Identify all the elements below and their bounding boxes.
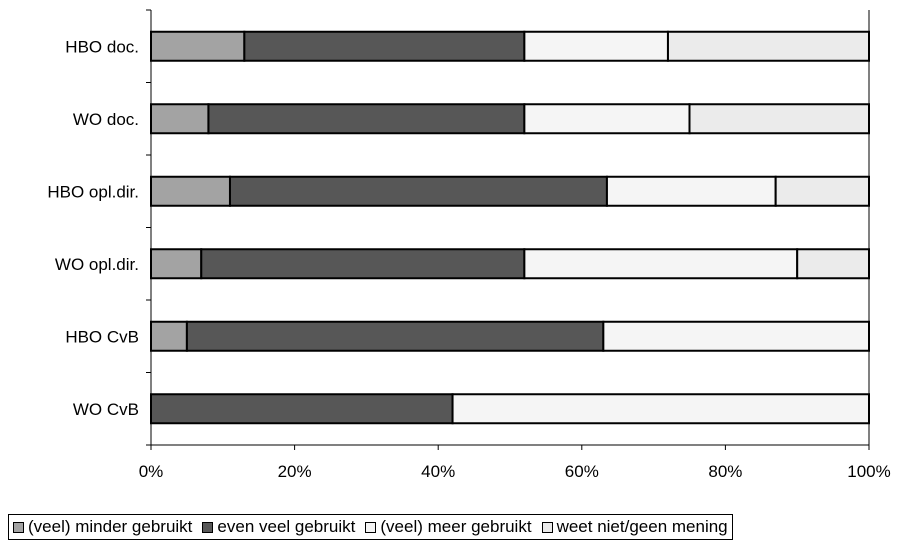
category-label: HBO opl.dir. <box>47 182 139 201</box>
axes-group: HBO doc. WO doc. HBO opl.dir. WO opl.dir. HB… <box>47 9 891 481</box>
bar-segment-1-2 <box>523 103 691 135</box>
bar-segment-5-1 <box>150 393 454 425</box>
legend-swatch-weet-niet <box>541 521 553 533</box>
x-tick-label: 60% <box>565 462 599 481</box>
legend-label-meer: (veel) meer gebruikt <box>380 517 532 536</box>
bar-segment-2-0 <box>150 175 231 207</box>
bar-segment-3-0 <box>150 248 203 280</box>
legend-label-even-veel: even veel gebruikt <box>217 517 356 536</box>
legend-swatch-meer <box>365 521 377 533</box>
bar-segment-3-2 <box>523 248 799 280</box>
x-tick-label: 0% <box>139 462 164 481</box>
x-tick-label: 80% <box>708 462 742 481</box>
legend-label-weet-niet: weet niet/geen mening <box>556 517 728 536</box>
category-label: HBO CvB <box>65 327 139 346</box>
category-label: HBO doc. <box>65 37 139 56</box>
legend-item-even-veel: even veel gebruikt <box>202 517 355 537</box>
bar-segment-3-3 <box>796 248 871 280</box>
category-label: WO doc. <box>73 110 139 129</box>
x-tick-label: 20% <box>278 462 312 481</box>
legend: (veel) minder gebruikt even veel gebruik… <box>8 514 733 540</box>
legend-swatch-even-veel <box>202 521 214 533</box>
legend-item-minder: (veel) minder gebruikt <box>13 517 192 537</box>
bar-segment-4-2 <box>602 320 871 352</box>
bar-segment-1-3 <box>688 103 870 135</box>
bar-segment-2-3 <box>774 175 870 207</box>
bar-segment-3-1 <box>200 248 526 280</box>
category-label: WO CvB <box>73 400 139 419</box>
stacked-bar-chart: HBO doc. WO doc. HBO opl.dir. WO opl.dir. HB… <box>47 9 891 481</box>
bars-group <box>150 30 871 425</box>
bar-segment-0-1 <box>243 30 526 62</box>
legend-item-meer: (veel) meer gebruikt <box>365 517 532 537</box>
bar-segment-0-0 <box>150 30 246 62</box>
bar-segment-5-2 <box>451 393 870 425</box>
x-tick-label: 40% <box>421 462 455 481</box>
bar-segment-0-2 <box>523 30 669 62</box>
bar-segment-1-0 <box>150 103 210 135</box>
bar-segment-1-1 <box>207 103 526 135</box>
legend-swatch-minder <box>13 521 24 533</box>
bar-segment-2-1 <box>228 175 608 207</box>
bar-segment-0-3 <box>666 30 871 62</box>
bar-segment-4-0 <box>150 320 188 352</box>
bar-segment-2-2 <box>605 175 777 207</box>
x-tick-label: 100% <box>847 462 890 481</box>
category-label: WO opl.dir. <box>55 255 139 274</box>
legend-label-minder: (veel) minder gebruikt <box>28 517 193 536</box>
legend-item-weet-niet: weet niet/geen mening <box>541 517 728 537</box>
bar-segment-4-1 <box>185 320 605 352</box>
